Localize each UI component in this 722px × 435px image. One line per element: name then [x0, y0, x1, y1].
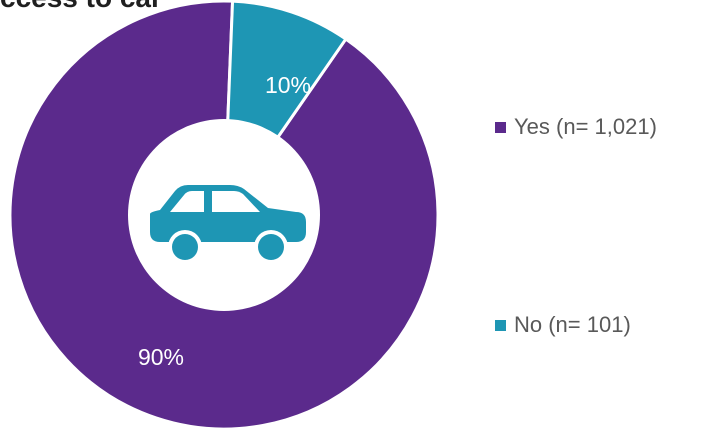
donut-chart: 90% 10%	[8, 0, 440, 431]
legend-item-no: No (n= 101)	[495, 312, 631, 338]
chart-title: ccess to car	[0, 0, 162, 14]
legend-swatch-yes	[495, 121, 506, 133]
car-icon	[150, 185, 306, 264]
legend-item-yes: Yes (n= 1,021)	[495, 114, 657, 140]
slice-label-yes: 90%	[138, 344, 184, 370]
legend-label-no: No (n= 101)	[514, 312, 631, 337]
legend: Yes (n= 1,021) No (n= 101)	[495, 0, 720, 435]
legend-label-yes: Yes (n= 1,021)	[514, 114, 657, 139]
slice-labels: 90% 10%	[138, 72, 311, 370]
legend-swatch-no	[495, 319, 506, 331]
slice-label-no: 10%	[265, 72, 311, 98]
